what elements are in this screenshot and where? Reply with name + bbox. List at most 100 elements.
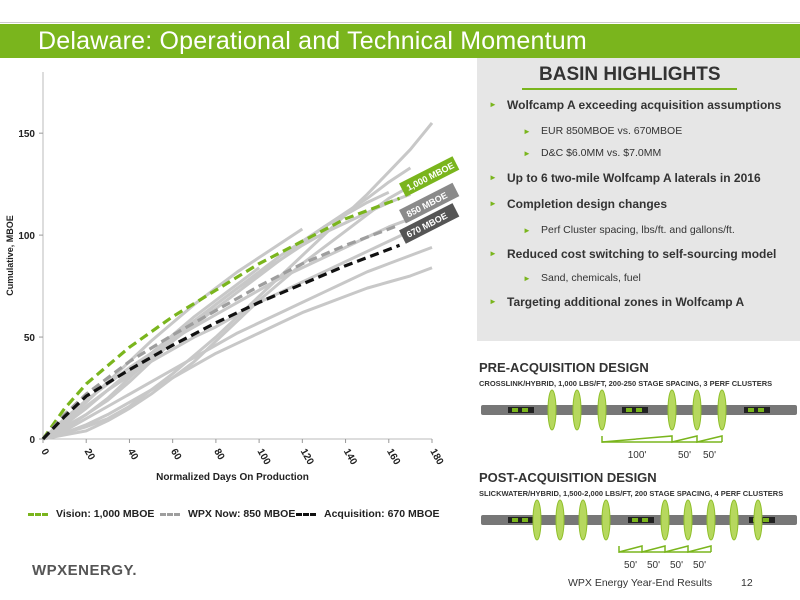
curve-tag-box <box>399 156 460 197</box>
curve-tag-box <box>399 182 460 224</box>
spacing-label: 50' <box>693 560 706 571</box>
bullet-icon: ► <box>489 100 497 109</box>
cumulative-production-chart: 0 50 100 150 0 20 40 60 80 100 120 140 160 180 Normali… <box>5 72 460 483</box>
spacing-label: 50' <box>670 560 683 571</box>
frac-plug-band <box>748 408 754 412</box>
perf-cluster <box>532 499 542 541</box>
highlight-text: Perf Cluster spacing, lbs/ft. and gallon… <box>541 224 735 236</box>
well-curve <box>42 190 390 441</box>
legend-swatch-wpx-now <box>160 512 180 516</box>
frac-plug <box>508 517 534 523</box>
well-curve <box>42 192 411 441</box>
well-curve <box>42 266 433 441</box>
highlight-text: Sand, chemicals, fuel <box>541 272 641 284</box>
highlight-subitem: ► EUR 850MBOE vs. 670MBOE <box>523 125 683 137</box>
highlight-subitem: ► Sand, chemicals, fuel <box>523 272 641 284</box>
page-title: Delaware: Operational and Technical Mome… <box>38 27 587 55</box>
well-curve <box>42 266 261 441</box>
frac-plug-band <box>522 408 528 412</box>
y-tick-label: 0 <box>29 435 35 446</box>
highlight-text: Targeting additional zones in Wolfcamp A <box>507 295 745 309</box>
x-tick-label: 20 <box>82 447 97 463</box>
frac-plug-band <box>763 518 769 522</box>
page-number: 12 <box>741 577 753 589</box>
series-line <box>41 196 401 440</box>
y-tick-label: 150 <box>18 129 35 140</box>
x-tick-label: 40 <box>125 447 140 463</box>
bullet-icon: ► <box>523 226 531 235</box>
x-tick-label: 140 <box>341 447 359 467</box>
frac-plug-band <box>642 518 648 522</box>
perf-cluster <box>667 389 677 431</box>
x-tick-label: 0 <box>38 447 51 458</box>
post-acquisition-diagram: 50' 50' 50' 50' <box>481 499 797 571</box>
x-tick-label: 180 <box>427 447 445 467</box>
highlights-heading: BASIN HIGHLIGHTS <box>539 64 721 85</box>
legend-label-wpx-now: WPX Now: 850 MBOE <box>188 508 296 520</box>
bullet-icon: ► <box>489 173 497 182</box>
legend-item-wpx-now: WPX Now: 850 MBOE <box>160 508 295 520</box>
spacing-label: 50' <box>624 560 637 571</box>
frac-plug <box>628 517 654 523</box>
perf-cluster <box>683 499 693 541</box>
legend-item-acquisition: Acquisition: 670 MBOE <box>296 508 440 520</box>
curve-tag-box <box>399 203 460 244</box>
highlight-text: D&C $6.0MM vs. $7.0MM <box>541 147 662 159</box>
x-tick-label: 60 <box>168 447 183 463</box>
bullet-icon: ► <box>523 149 531 158</box>
y-tick-label: 100 <box>18 231 35 242</box>
x-tick-label: 100 <box>255 447 273 467</box>
perf-cluster <box>706 499 716 541</box>
company-logo: WPXENERGY. <box>32 562 138 579</box>
spacing-bracket-ticks <box>618 545 712 553</box>
highlight-subitem: ► D&C $6.0MM vs. $7.0MM <box>523 147 662 159</box>
x-axis-label: Normalized Days On Production <box>156 472 309 483</box>
frac-plug-band <box>512 518 518 522</box>
x-tick-label: 160 <box>384 447 402 467</box>
perf-cluster <box>555 499 565 541</box>
bullet-icon: ► <box>489 297 497 306</box>
frac-plug <box>622 407 648 413</box>
highlight-subitem: ► Perf Cluster spacing, lbs/ft. and gallo… <box>523 224 735 236</box>
series-line <box>41 243 401 441</box>
perf-cluster <box>717 389 727 431</box>
highlight-text: Completion design changes <box>507 197 668 211</box>
bullet-icon: ► <box>489 249 497 258</box>
frac-plug-band <box>512 408 518 412</box>
title-bar: Delaware: Operational and Technical Mome… <box>0 24 800 58</box>
spacing-label: 50' <box>703 450 716 461</box>
perf-cluster <box>578 499 588 541</box>
post-design-subtitle: SLICKWATER/HYBRID, 1,500-2,000 LBS/FT, 2… <box>479 489 784 498</box>
highlight-text: Wolfcamp A exceeding acquisition assumpt… <box>507 98 782 112</box>
bullet-icon: ► <box>489 199 497 208</box>
legend-swatch-vision <box>28 512 48 516</box>
highlight-item: ► Up to 6 two-mile Wolfcamp A laterals in… <box>489 171 761 185</box>
bullet-icon: ► <box>523 274 531 283</box>
well-curve <box>42 168 433 441</box>
perf-cluster <box>572 389 582 431</box>
perf-cluster <box>753 499 763 541</box>
frac-plug-band <box>632 518 638 522</box>
bullet-icon: ► <box>523 127 531 136</box>
highlight-item: ► Completion design changes <box>489 197 668 211</box>
legend-label-vision: Vision: 1,000 MBOE <box>56 508 155 520</box>
perf-cluster <box>597 389 607 431</box>
highlights-underline <box>522 88 737 90</box>
perf-cluster <box>660 499 670 541</box>
x-tick-label: 120 <box>298 447 316 467</box>
spacing-bracket-ticks <box>601 435 723 443</box>
pre-design-subtitle: CROSSLINK/HYBRID, 1,000 LBS/FT, 200-250 … <box>479 379 773 388</box>
frac-plug <box>744 407 770 413</box>
perf-cluster <box>547 389 557 431</box>
spacing-label: 50' <box>647 560 660 571</box>
well-curve <box>42 122 434 441</box>
highlight-text: Reduced cost switching to self-sourcing … <box>507 247 777 261</box>
highlight-text: EUR 850MBOE vs. 670MBOE <box>541 125 683 137</box>
legend-swatch-acquisition <box>296 512 316 516</box>
well-curve <box>42 245 433 441</box>
top-rule <box>0 22 800 23</box>
perf-cluster <box>601 499 611 541</box>
frac-plug-band <box>636 408 642 412</box>
spacing-label: 50' <box>678 450 691 461</box>
frac-plug-band <box>758 408 764 412</box>
